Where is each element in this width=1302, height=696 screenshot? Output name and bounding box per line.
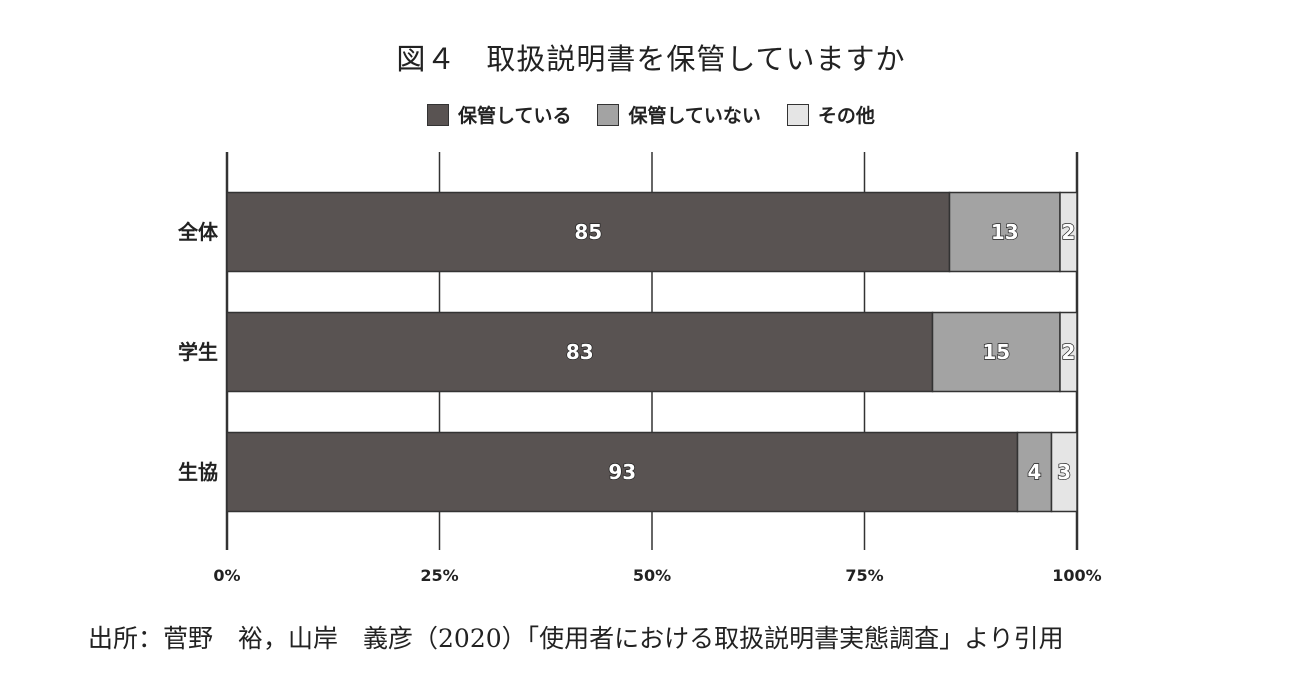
bar-segment [931, 311, 1061, 393]
legend-swatch-not-kept [597, 103, 620, 126]
bar-segment [1050, 431, 1078, 513]
bar-segment [948, 191, 1061, 273]
data-label: 2 [1062, 220, 1076, 244]
legend-item-kept: 保管している [427, 101, 571, 128]
data-label: 2 [1062, 340, 1076, 364]
legend-label-kept: 保管している [458, 105, 572, 127]
bar-segment [226, 311, 934, 393]
legend-label-not-kept: 保管していない [628, 105, 761, 127]
data-label: 13 [991, 220, 1019, 244]
data-label: 85 [574, 220, 602, 244]
data-label: 83 [566, 340, 594, 364]
x-tick-label: 50% [633, 566, 671, 585]
category-label: 生協 [178, 460, 218, 484]
legend-item-not-kept: 保管していない [597, 101, 761, 128]
bar-segment [1059, 191, 1078, 273]
legend-swatch-kept [427, 103, 450, 126]
legend-label-other: その他 [817, 105, 875, 127]
data-label: 15 [982, 340, 1010, 364]
category-label: 学生 [178, 340, 218, 364]
chart-title: 図４ 取扱説明書を保管していますか [396, 42, 906, 76]
x-tick-label: 0% [213, 566, 240, 585]
x-tick-label: 25% [420, 566, 458, 585]
x-tick-label: 75% [845, 566, 883, 585]
legend: 保管している 保管していない その他 [0, 101, 1302, 128]
data-label: 3 [1057, 460, 1071, 484]
bar-segment [226, 431, 1019, 513]
category-label: 全体 [177, 220, 219, 244]
legend-item-other: その他 [786, 101, 875, 128]
bar-segment [226, 191, 951, 273]
data-label: 93 [608, 460, 636, 484]
bar-segment [1016, 431, 1053, 513]
x-tick-label: 100% [1052, 566, 1101, 585]
source-citation: 出所：菅野 裕，山岸 義彦（2020）「使用者における取扱説明書実態調査」より引… [88, 624, 1064, 653]
bar-segment [1059, 311, 1078, 393]
legend-swatch-other [786, 103, 809, 126]
data-label: 4 [1028, 460, 1042, 484]
